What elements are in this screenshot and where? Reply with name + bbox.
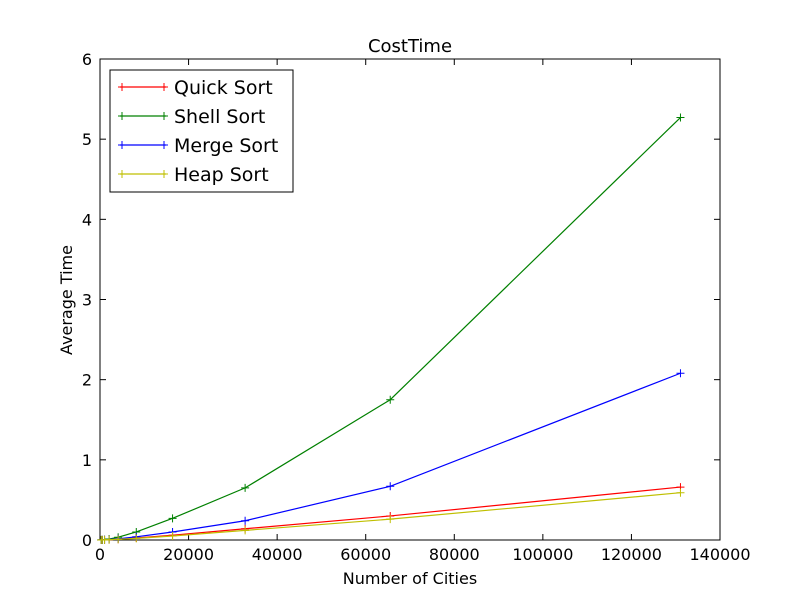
series-point-heap-sort <box>168 531 177 540</box>
x-tick-label: 140000 <box>689 545 750 564</box>
legend-marker-merge-sort <box>118 141 168 149</box>
y-tick-label: 1 <box>82 451 92 470</box>
legend-marker-shell-sort <box>118 112 168 120</box>
series-point-merge-sort <box>676 369 685 378</box>
series-point-heap-sort <box>676 488 685 497</box>
series-point-shell-sort <box>168 514 177 523</box>
x-tick-label: 40000 <box>252 545 303 564</box>
x-tick-label: 100000 <box>512 545 573 564</box>
y-tick-label: 0 <box>82 531 92 550</box>
series-point-shell-sort <box>386 395 395 404</box>
series-point-heap-sort <box>114 535 123 544</box>
x-tick-label: 0 <box>95 545 105 564</box>
plot-area: 0 20000 40000 60000 80000 100000 120000 140000 0… <box>82 50 751 564</box>
legend: Quick Sort Shell Sort Merge Sort Heap Sort <box>109 69 294 193</box>
legend-marker-heap-sort <box>118 170 168 178</box>
y-tick-label: 4 <box>82 210 92 229</box>
x-tick-label: 120000 <box>601 545 662 564</box>
legend-label-shell-sort: Shell Sort <box>174 106 265 128</box>
chart-title: CostTime <box>368 36 452 57</box>
series-point-heap-sort <box>386 515 395 524</box>
legend-label-merge-sort: Merge Sort <box>174 135 278 157</box>
series-point-merge-sort <box>241 516 250 525</box>
legend-box <box>109 69 294 193</box>
legend-label-quick-sort: Quick Sort <box>174 77 273 99</box>
x-tick-label: 20000 <box>163 545 214 564</box>
x-tick-label: 60000 <box>340 545 391 564</box>
series-point-shell-sort <box>676 113 685 122</box>
x-axis-label: Number of Cities <box>343 569 477 588</box>
y-tick-label: 6 <box>82 50 92 69</box>
legend-marker-quick-sort <box>118 83 168 91</box>
series-point-shell-sort <box>241 483 250 492</box>
y-tick-label: 3 <box>82 291 92 310</box>
x-tick-label: 80000 <box>429 545 480 564</box>
series-point-heap-sort <box>241 526 250 535</box>
series-point-heap-sort <box>105 535 114 544</box>
y-tick-label: 2 <box>82 371 92 390</box>
legend-label-heap-sort: Heap Sort <box>174 164 269 186</box>
y-tick-label: 5 <box>82 130 92 149</box>
y-axis-label: Average Time <box>57 245 76 355</box>
series-point-heap-sort <box>132 534 141 543</box>
series-point-merge-sort <box>386 482 395 491</box>
